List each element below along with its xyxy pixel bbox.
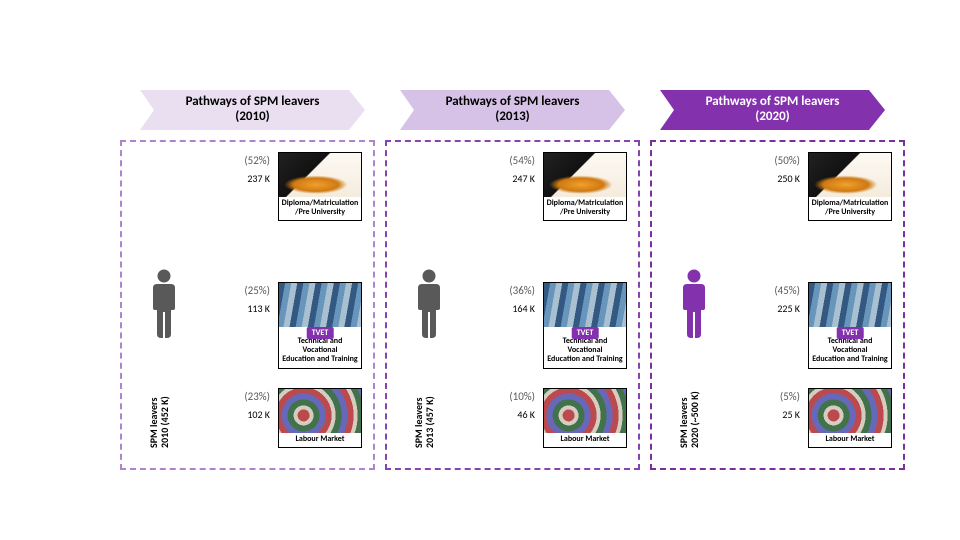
preu-caption: Diploma/Matriculation/Pre University — [279, 197, 361, 220]
preu-pct: (52%) — [228, 154, 270, 167]
labour-pct: (10%) — [493, 390, 535, 403]
tvet-badge: TVET — [837, 327, 864, 339]
header-title: Pathways of SPM leavers (2010) — [186, 95, 320, 125]
cohort-label: SPM leavers2010 (452 K) — [148, 396, 170, 448]
labour-card: Labour Market — [543, 388, 627, 448]
preu-card: Diploma/Matriculation/Pre University — [808, 152, 892, 221]
preu-image — [809, 153, 891, 197]
tvet-pct: (36%) — [493, 284, 535, 297]
labour-caption: Labour Market — [279, 433, 361, 447]
tvet-count: 225 K — [758, 302, 800, 315]
tvet-image — [809, 283, 891, 327]
labour-card: Labour Market — [808, 388, 892, 448]
labour-count: 102 K — [228, 408, 270, 421]
person-icon — [415, 268, 443, 338]
preu-pct: (54%) — [493, 154, 535, 167]
cohort-label: SPM leavers2013 (457 K) — [413, 396, 435, 448]
preu-image — [544, 153, 626, 197]
preu-count: 247 K — [493, 172, 535, 185]
preu-count: 237 K — [228, 172, 270, 185]
tvet-image — [544, 283, 626, 327]
person-icon — [680, 268, 708, 338]
labour-image — [279, 389, 361, 433]
header-y2020: Pathways of SPM leavers (2020) — [660, 90, 885, 130]
labour-caption: Labour Market — [544, 433, 626, 447]
tvet-pct: (45%) — [758, 284, 800, 297]
preu-count: 250 K — [758, 172, 800, 185]
labour-image — [809, 389, 891, 433]
tvet-card: TVETTechnical and VocationalEducation an… — [543, 282, 627, 369]
preu-caption: Diploma/Matriculation/Pre University — [809, 197, 891, 220]
tvet-badge: TVET — [572, 327, 599, 339]
preu-card: Diploma/Matriculation/Pre University — [278, 152, 362, 221]
labour-pct: (23%) — [228, 390, 270, 403]
preu-pct: (50%) — [758, 154, 800, 167]
labour-caption: Labour Market — [809, 433, 891, 447]
tvet-pct: (25%) — [228, 284, 270, 297]
preu-card: Diploma/Matriculation/Pre University — [543, 152, 627, 221]
header-title: Pathways of SPM leavers (2013) — [446, 95, 580, 125]
tvet-badge: TVET — [307, 327, 334, 339]
header-title: Pathways of SPM leavers (2020) — [706, 95, 840, 125]
header-y2013: Pathways of SPM leavers (2013) — [400, 90, 625, 130]
infographic-canvas: Pathways of SPM leavers (2010) SPM leave… — [0, 0, 960, 540]
labour-image — [544, 389, 626, 433]
preu-image — [279, 153, 361, 197]
tvet-count: 164 K — [493, 302, 535, 315]
preu-caption: Diploma/Matriculation/Pre University — [544, 197, 626, 220]
tvet-count: 113 K — [228, 302, 270, 315]
labour-count: 25 K — [758, 408, 800, 421]
cohort-label: SPM leavers2020 (~500 K) — [678, 391, 700, 448]
person-icon — [150, 268, 178, 338]
labour-pct: (5%) — [758, 390, 800, 403]
tvet-image — [279, 283, 361, 327]
labour-count: 46 K — [493, 408, 535, 421]
labour-card: Labour Market — [278, 388, 362, 448]
header-y2010: Pathways of SPM leavers (2010) — [140, 90, 365, 130]
tvet-card: TVETTechnical and VocationalEducation an… — [808, 282, 892, 369]
tvet-card: TVETTechnical and VocationalEducation an… — [278, 282, 362, 369]
